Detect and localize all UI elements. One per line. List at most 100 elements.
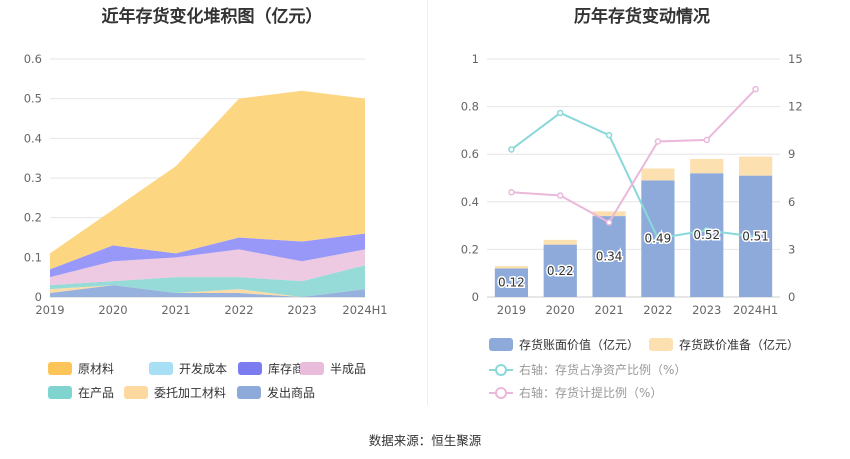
legend-label: 半成品 (330, 362, 367, 376)
left-chart-title: 近年存货变化堆积图（亿元） (101, 7, 323, 27)
legend-line-marker (489, 386, 513, 399)
x-tick-label: 2023 (692, 303, 721, 317)
line-point (557, 192, 564, 199)
bar-impairment (690, 158, 724, 174)
line-point (654, 235, 662, 242)
x-tick-label: 2021 (161, 303, 190, 317)
line-point (703, 227, 710, 234)
line-point (508, 189, 515, 196)
panel-divider (427, 0, 428, 405)
y-tick-label: 0 (472, 290, 479, 304)
legend-item-net-asset-ratio[interactable]: 右轴：存货占净资产比例（%） (489, 361, 686, 378)
line-point (703, 136, 710, 144)
y2-tick-label: 0 (788, 290, 795, 304)
y-tick-label: 1 (472, 52, 479, 66)
y-tick-label: 0.1 (24, 250, 42, 264)
y2-tick-label: 15 (788, 52, 803, 66)
line-series (511, 88, 757, 224)
legend-swatch (237, 386, 261, 399)
line-point (508, 146, 515, 153)
legend-swatch (649, 338, 673, 351)
legend-label: 在产品 (78, 386, 115, 400)
y2-tick-label: 6 (788, 195, 795, 209)
line-point (752, 233, 759, 240)
area-series (50, 265, 365, 297)
line-point (605, 131, 613, 139)
legend-swatch (238, 362, 262, 375)
bar-value-label: 0.12 (498, 276, 525, 290)
legend-swatch (124, 386, 148, 399)
bar-book-value (690, 173, 724, 297)
y-tick-label: 0 (35, 290, 42, 304)
bar-impairment (494, 266, 529, 269)
legend-item-provision-ratio[interactable]: 右轴：存货计提比例（%） (489, 384, 662, 401)
y-tick-label: 0.5 (24, 92, 42, 106)
stacked-area-chart: 0 0.1 0.2 0.3 0.4 0.5 0.6 2019 2020 2021 2022 2023 2… (24, 52, 388, 317)
x-tick-label: 2019 (35, 303, 64, 317)
legend-label: 右轴：存货计提比例（%） (519, 386, 663, 400)
legend-swatch (48, 386, 72, 399)
legend-swatch (149, 362, 173, 375)
bar-value-label: 0.22 (547, 264, 574, 278)
x-tick-label: 2019 (497, 303, 526, 317)
line-point (557, 109, 564, 117)
x-tick-label: 2020 (546, 303, 575, 317)
bar-book-value (494, 268, 529, 297)
y2-tick-label: 12 (788, 100, 803, 114)
legend-item-fachushangpin[interactable]: 发出商品 (237, 384, 315, 401)
area-series (50, 90, 365, 270)
x-tick-label: 2020 (98, 303, 127, 317)
bar-impairment (592, 211, 626, 217)
legend-label: 右轴：存货占净资产比例（%） (519, 363, 687, 377)
legend-label: 发出商品 (267, 386, 316, 400)
y-tick-label: 0.6 (24, 52, 42, 66)
legend-label: 存货账面价值（亿元） (519, 338, 640, 352)
bar-value-label: 0.34 (596, 250, 623, 264)
legend-item-banchengpin[interactable]: 半成品 (300, 360, 366, 377)
legend-item-impairment[interactable]: 存货跌价准备（亿元） (649, 336, 799, 353)
legend-item-yuancailiao[interactable]: 原材料 (48, 360, 114, 377)
line-point (752, 85, 759, 93)
y-tick-label: 0.2 (461, 242, 479, 256)
area-series (50, 249, 365, 286)
x-tick-label: 2024H1 (342, 303, 387, 317)
data-source: 数据来源：恒生聚源 (368, 433, 482, 448)
bar-book-value (592, 216, 626, 297)
legend-item-kaifachengben[interactable]: 开发成本 (149, 360, 227, 377)
line-point (654, 138, 662, 145)
x-tick-label: 2024H1 (733, 303, 778, 317)
x-tick-label: 2022 (643, 303, 672, 317)
legend-swatch (48, 362, 72, 375)
x-tick-label: 2023 (287, 303, 316, 317)
bar-impairment (738, 156, 773, 176)
x-tick-label: 2022 (224, 303, 253, 317)
legend-label: 开发成本 (179, 362, 228, 376)
area-series (50, 285, 365, 297)
y-tick-label: 0.4 (461, 195, 479, 209)
bar-line-chart: 0 0.2 0.4 0.6 0.8 1 0 3 6 9 12 15 2019 2020 2021 2022 20… (461, 52, 803, 317)
legend-swatch (489, 338, 513, 351)
legend-line-marker (489, 363, 513, 376)
y-tick-label: 0.3 (24, 171, 42, 185)
bar-book-value (543, 244, 577, 297)
bar-value-label: 0.51 (742, 229, 769, 243)
y-tick-label: 0.2 (24, 211, 42, 225)
y2-tick-label: 3 (788, 242, 795, 256)
y2-tick-label: 9 (788, 147, 795, 161)
line-point (605, 219, 613, 226)
legend-label: 委托加工材料 (154, 386, 227, 400)
x-tick-label: 2021 (594, 303, 623, 317)
y-tick-label: 0.6 (461, 147, 479, 161)
legend-swatch (300, 362, 324, 375)
legend-item-book-value[interactable]: 存货账面价值（亿元） (489, 336, 639, 353)
legend-item-weituojiagongcailiao[interactable]: 委托加工材料 (124, 384, 226, 401)
bar-impairment (543, 239, 577, 245)
line-series (510, 111, 756, 240)
legend-label: 存货跌价准备（亿元） (679, 338, 800, 352)
area-series (50, 233, 365, 278)
y-tick-label: 0.8 (461, 100, 479, 114)
y-tick-label: 0.4 (24, 131, 42, 145)
right-chart-title: 历年存货变动情况 (574, 7, 710, 27)
legend-item-zaichanpin[interactable]: 在产品 (48, 384, 114, 401)
bar-value-label: 0.52 (693, 228, 720, 242)
